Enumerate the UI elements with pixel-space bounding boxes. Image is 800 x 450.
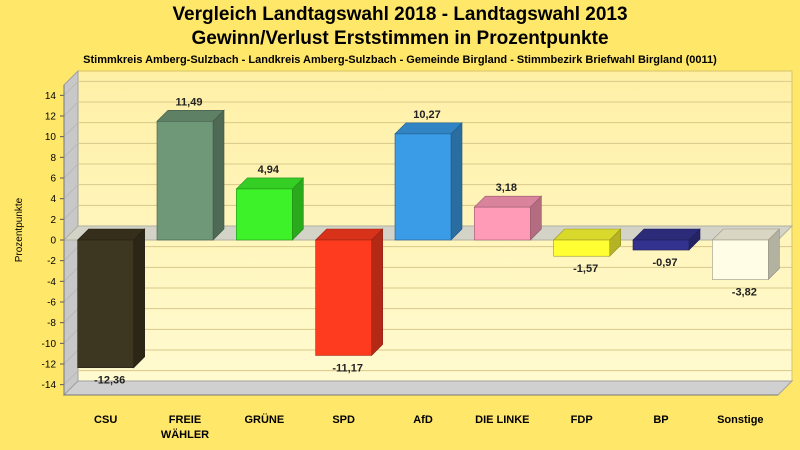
y-tick-label: -6	[47, 298, 56, 309]
bar-bp	[632, 228, 701, 251]
bar-spd	[314, 228, 384, 357]
category-label: WÄHLER	[161, 428, 209, 441]
gridline-side	[63, 101, 79, 117]
gridline-side	[63, 349, 79, 365]
chart-region-caption: Stimmkreis Amberg-Sulzbach - Landkreis A…	[83, 54, 717, 66]
data-label: -11,17	[332, 362, 363, 374]
bar-top	[156, 109, 225, 122]
gridline-side	[63, 308, 79, 324]
data-label: -0,97	[652, 257, 677, 269]
bar-grüne	[235, 177, 305, 241]
data-label: 10,27	[413, 109, 441, 121]
data-label: 3,18	[496, 182, 517, 194]
category-label: CSU	[94, 414, 117, 426]
gridline-side	[63, 184, 79, 200]
gridline-side	[63, 328, 79, 344]
bar-die-linke	[473, 195, 543, 241]
category-label: FREIE	[169, 414, 201, 426]
bar-csu	[76, 228, 146, 369]
y-tick-label: -8	[47, 318, 56, 329]
gridline-side	[63, 266, 79, 282]
y-tick-label: 0	[50, 236, 56, 247]
bar-top	[235, 177, 305, 190]
bar-top	[76, 228, 146, 241]
data-label: -1,57	[573, 263, 598, 275]
y-tick-label: -4	[47, 277, 56, 288]
bar-top	[552, 228, 622, 241]
y-tick-label: 6	[50, 174, 56, 185]
gridline-side	[63, 246, 79, 262]
y-tick-label: 2	[50, 215, 56, 226]
gridline-side	[63, 80, 79, 96]
bar-side	[450, 122, 463, 241]
data-label: -3,82	[732, 286, 757, 298]
y-tick-label: 10	[45, 132, 57, 143]
chart-title: Vergleich Landtagswahl 2018 - Landtagswa…	[172, 4, 628, 25]
bar-top	[394, 122, 463, 135]
bar-top	[473, 195, 543, 208]
bar-fdp	[552, 228, 622, 257]
gridline-side	[63, 370, 79, 386]
y-tick-label: -10	[42, 339, 57, 350]
chart-subtitle: Gewinn/Verlust Erststimmen in Prozentpun…	[191, 28, 609, 49]
gridline-side	[63, 142, 79, 158]
bar-sonstige	[711, 228, 781, 281]
category-label: GRÜNE	[244, 413, 284, 426]
category-label: DIE LINKE	[475, 414, 529, 426]
gridline-side	[63, 122, 79, 138]
bar-afd	[394, 122, 463, 241]
bar-freie-wähler	[156, 109, 225, 241]
category-label: BP	[653, 414, 668, 426]
y-tick-label: -2	[47, 256, 56, 267]
bar-side	[212, 109, 225, 241]
bar-side	[133, 228, 145, 369]
bar-top	[711, 228, 781, 241]
y-tick-label: -12	[42, 360, 57, 371]
gridline-side	[63, 287, 79, 303]
bar-top	[314, 228, 384, 241]
category-label: AfD	[413, 414, 433, 426]
y-tick-label: 4	[50, 194, 56, 205]
data-label: -12,36	[94, 375, 125, 387]
bar-front	[236, 188, 293, 241]
y-tick-label: 12	[45, 112, 57, 123]
bar-front	[156, 120, 214, 241]
category-label: FDP	[571, 414, 593, 426]
bar-front	[315, 239, 372, 356]
data-label: 11,49	[176, 96, 203, 108]
data-label: 4,94	[258, 164, 280, 176]
y-tick-label: -14	[42, 380, 57, 391]
bar-front	[712, 239, 769, 280]
y-tick-label: 14	[45, 91, 57, 102]
bar-front	[474, 206, 531, 241]
gridline-side	[63, 204, 79, 220]
gridline-side	[63, 163, 79, 179]
bar-front	[553, 239, 610, 257]
bar-front	[394, 133, 452, 241]
bar-side	[371, 228, 383, 357]
bar-top	[632, 228, 701, 241]
bar-front	[77, 239, 134, 369]
plot-floor	[62, 380, 794, 396]
bar-front	[632, 239, 690, 251]
category-label: Sonstige	[717, 414, 763, 426]
y-tick-label: 8	[50, 153, 56, 164]
category-label: SPD	[332, 414, 355, 426]
y-axis-label: Prozentpunkte	[14, 197, 25, 262]
